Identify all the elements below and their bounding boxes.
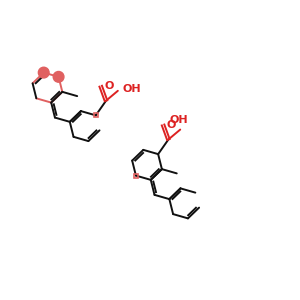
Circle shape bbox=[53, 71, 64, 82]
Circle shape bbox=[38, 67, 49, 78]
Bar bbox=[94, 113, 98, 117]
Bar bbox=[134, 173, 138, 178]
Text: O: O bbox=[105, 81, 114, 91]
Text: O: O bbox=[167, 120, 176, 130]
Text: OH: OH bbox=[169, 115, 188, 125]
Text: OH: OH bbox=[122, 84, 141, 94]
